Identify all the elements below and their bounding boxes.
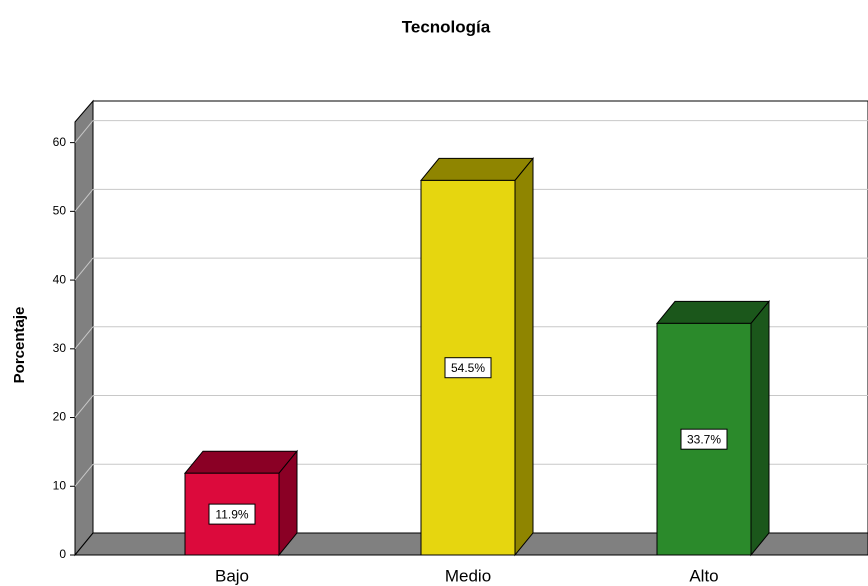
value-label: 11.9% xyxy=(215,507,248,521)
x-tick-label: Bajo xyxy=(215,566,249,585)
value-label-box xyxy=(444,357,492,379)
chart-title: Tecnología xyxy=(402,17,491,36)
y-tick-label: 50 xyxy=(53,204,67,218)
bar-top xyxy=(655,300,771,324)
grid-line xyxy=(74,326,94,350)
y-tick-label: 60 xyxy=(53,135,67,149)
value-label-box xyxy=(208,503,256,525)
bar-top xyxy=(419,157,535,181)
y-tick-label: 30 xyxy=(53,341,67,355)
grid-line xyxy=(74,189,94,212)
grid-line xyxy=(74,257,94,281)
y-tick-label: 0 xyxy=(59,547,66,561)
bar-top xyxy=(183,450,299,474)
x-tick-label: Alto xyxy=(689,566,718,585)
y-tick-label: 10 xyxy=(53,478,67,492)
y-tick-label: 40 xyxy=(53,272,67,286)
y-tick-label: 20 xyxy=(53,410,67,424)
x-tick-label: Medio xyxy=(445,566,491,585)
bar-side xyxy=(514,157,534,557)
y-axis-label: Porcentaje xyxy=(11,307,28,384)
value-label: 33.7% xyxy=(687,432,721,446)
grid-line xyxy=(74,120,94,143)
side-wall xyxy=(74,99,94,557)
grid-line xyxy=(74,395,94,418)
bar-side xyxy=(750,299,770,557)
value-label-box xyxy=(680,428,728,450)
grid-line xyxy=(74,463,94,487)
value-label: 54.5% xyxy=(451,361,485,375)
bar xyxy=(184,472,280,556)
